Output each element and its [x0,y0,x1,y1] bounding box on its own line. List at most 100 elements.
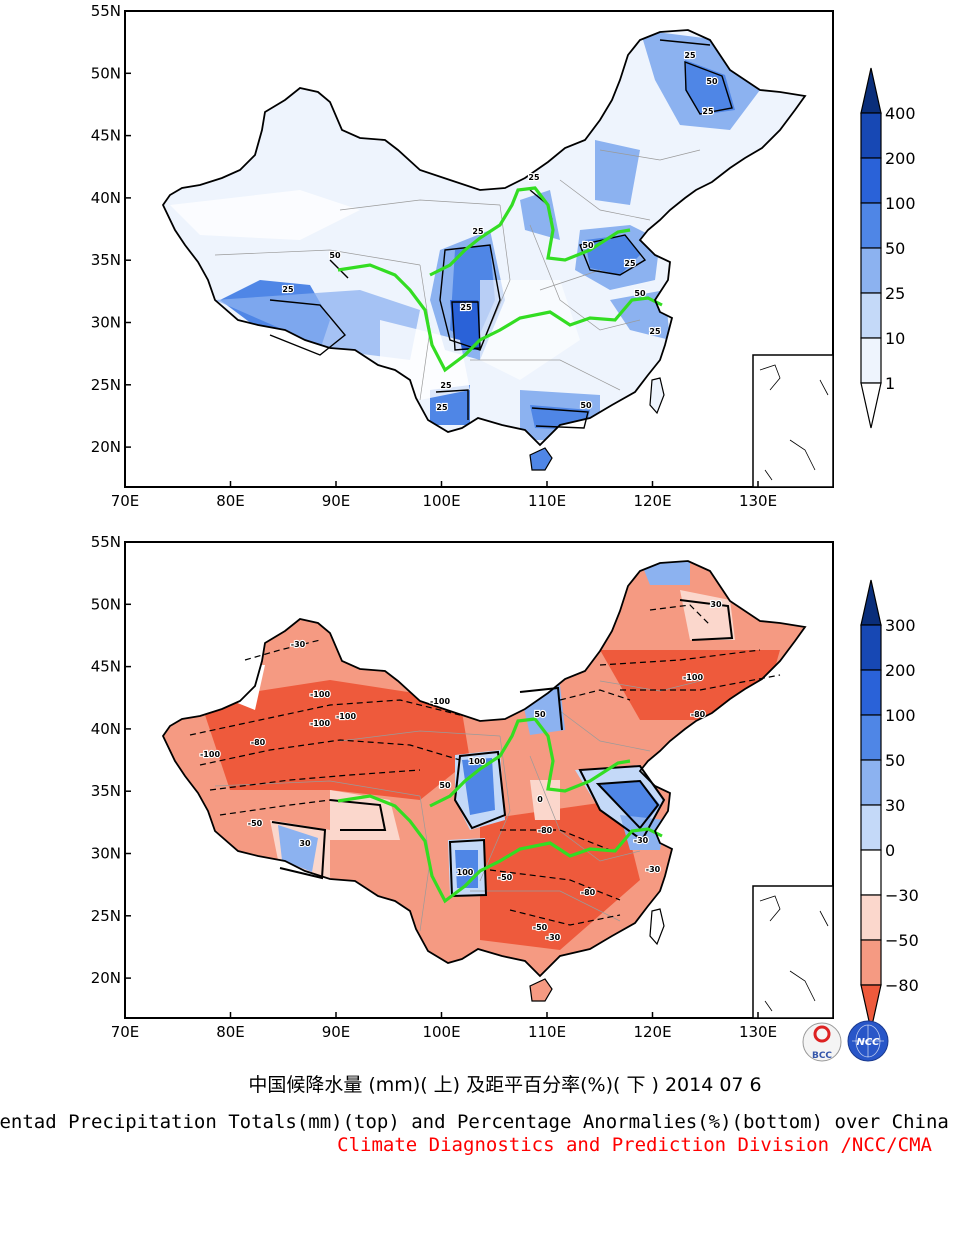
colorbar-swatch [860,939,882,986]
lat-tick-label: 20N [91,969,121,987]
bottom-yellow-huai-river [337,717,663,904]
contour-label: -30 [546,933,561,942]
colorbar-swatch [860,67,882,114]
colorbar-swatch [860,292,882,339]
colorbar-label: 10 [885,329,905,348]
contour-label: 50 [634,289,646,298]
ncc-logo: NCC [847,1020,889,1062]
contour-label: 25 [624,259,636,268]
colorbar-label: 100 [885,706,916,725]
bcc-logo: BCC [802,1022,842,1062]
colorbar-swatch [860,337,882,384]
colorbar-label: 200 [885,149,916,168]
lat-tick-label: 40N [91,189,121,207]
bottom-dashed-contours [189,604,781,926]
colorbar-swatch [860,804,882,851]
bottom-inset-south-china-sea [752,885,834,1019]
top-colorbar: 400 200 100 50 25 10 1 [860,67,916,429]
bottom-contour-labels: -100-100-100-100-100-80-80-50-50-3030501… [199,599,723,943]
colorbar-swatch [860,984,882,1031]
colorbar-swatch [860,157,882,204]
contour-label: 25 [702,107,714,116]
lat-tick-label: 55N [91,2,121,20]
contour-label: -50 [533,923,548,932]
caption-chinese: 中国候降水量 (mm)( 上) 及距平百分率(%)( 下 ) 2014 07 6 [248,1074,762,1096]
contour-label: 25 [684,51,696,60]
colorbar-swatch [860,202,882,249]
lat-tick-label: 30N [91,314,121,332]
lon-tick-label: 80E [216,492,245,510]
lon-tick-label: 110E [528,492,566,510]
lat-tick-label: 55N [91,533,121,551]
colorbar-swatch [860,759,882,806]
contour-label: 50 [582,241,594,250]
contour-label: -50 [248,819,263,828]
lon-tick-label: 90E [322,492,351,510]
colorbar-swatch [860,579,882,626]
contour-label: 100 [457,868,474,877]
colorbar-swatch [860,382,882,429]
caption-english-text: Pentad Precipitation Totals(mm)(top) and… [0,1111,949,1133]
lon-tick-label: 100E [422,492,460,510]
contour-label: 30 [710,600,722,609]
colorbar-label: 400 [885,104,916,123]
colorbar-swatch [860,849,882,896]
colorbar-swatch [860,112,882,159]
lon-tick-label: 100E [422,1023,460,1041]
contour-label: 50 [580,401,592,410]
contour-label: 50 [534,710,546,719]
lon-tick-label: 130E [739,492,777,510]
contour-label: -50 [498,873,513,882]
bottom-solid-contours [271,599,734,898]
colorbar-label: 200 [885,661,916,680]
contour-label: -30 [291,640,306,649]
lon-tick-label: 130E [739,1023,777,1041]
top-contour-labels: 25 50 25 50 25 25 25 25 50 25 25 50 25 50 25 [281,50,719,413]
top-yellow-huai-river [337,186,663,373]
colorbar-label: 30 [885,796,905,815]
contour-label: 30 [299,839,311,848]
top-province-borders [214,149,701,401]
contour-label: 50 [329,251,341,260]
lon-tick-label: 120E [633,492,671,510]
bottom-lon-axis-labels: 70E 80E 90E 100E 110E 120E 130E [111,1012,777,1041]
lat-tick-label: 50N [91,595,121,613]
contour-label: -100 [336,712,356,721]
colorbar-swatch [860,669,882,716]
contour-label: -80 [691,710,706,719]
lat-tick-label: 45N [91,127,121,145]
bottom-map: 55N 50N 45N 40N 35N 30N 25N 20N 70E 80E 90E 100E 11… [91,533,919,1041]
colorbar-label: 50 [885,751,905,770]
colorbar-label: 100 [885,194,916,213]
lon-tick-label: 110E [528,1023,566,1041]
contour-label: 25 [472,227,484,236]
contour-label: -30 [646,865,661,874]
contour-label: 25 [436,403,448,412]
top-lon-axis-labels: 70E 80E 90E 100E 110E 120E 130E [111,481,777,510]
ncc-logo-text: NCC [856,1037,880,1048]
lat-tick-label: 20N [91,438,121,456]
colorbar-swatch [860,894,882,941]
lat-tick-label: 45N [91,658,121,676]
contour-label: 25 [528,173,540,182]
lat-tick-label: 35N [91,782,121,800]
lon-tick-label: 90E [322,1023,351,1041]
colorbar-label: 300 [885,616,916,635]
contour-label: 50 [439,781,451,790]
lat-tick-label: 25N [91,376,121,394]
bcc-logo-text: BCC [812,1051,832,1061]
colorbar-swatch [860,714,882,761]
lat-tick-label: 50N [91,64,121,82]
contour-label: -100 [310,690,330,699]
colorbar-label: 50 [885,239,905,258]
top-inset-south-china-sea [752,354,834,488]
colorbar-label: 1 [885,374,895,393]
lon-tick-label: 70E [111,1023,140,1041]
contour-label: -100 [310,719,330,728]
contour-label: -30 [634,836,649,845]
contour-label: -100 [200,750,220,759]
contour-label: 25 [649,327,661,336]
contour-label: -100 [430,697,450,706]
contour-label: -100 [683,673,703,682]
